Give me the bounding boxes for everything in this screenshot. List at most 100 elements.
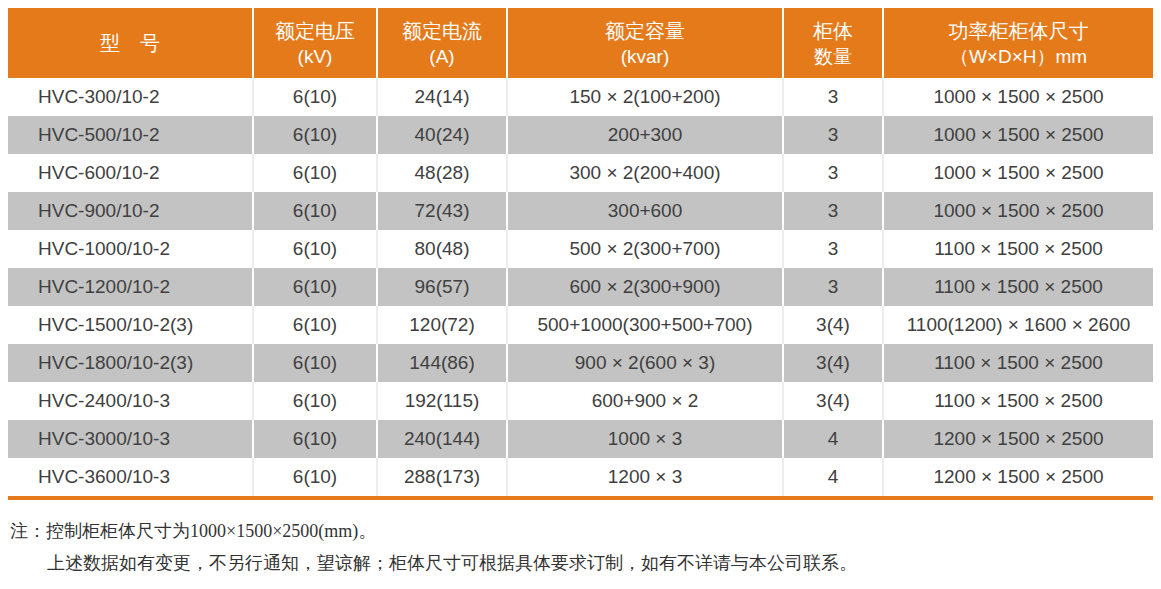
model-cell: HVC-500/10-2 <box>8 116 253 154</box>
value-cell: 3(4) <box>783 306 883 344</box>
value-cell: 1100(1200) × 1600 × 2600 <box>883 306 1153 344</box>
value-cell: 24(14) <box>377 78 507 116</box>
header-row: 型 号额定电压(kV)额定电流(A)额定容量(kvar)柜体数量功率柜柜体尺寸（… <box>8 8 1153 78</box>
value-cell: 40(24) <box>377 116 507 154</box>
model-cell: HVC-600/10-2 <box>8 154 253 192</box>
spec-sheet: 型 号额定电压(kV)额定电流(A)额定容量(kvar)柜体数量功率柜柜体尺寸（… <box>0 0 1161 579</box>
value-cell: 48(28) <box>377 154 507 192</box>
value-cell: 3 <box>783 230 883 268</box>
column-header-2: 额定电流(A) <box>377 8 507 78</box>
column-header-label: 额定电压 <box>254 18 376 45</box>
column-header-sublabel: 数量 <box>784 45 882 69</box>
column-header-label: 功率柜柜体尺寸 <box>884 18 1153 45</box>
column-header-sublabel: (kV) <box>254 45 376 69</box>
model-cell: HVC-1200/10-2 <box>8 268 253 306</box>
column-header-5: 功率柜柜体尺寸（W×D×H）mm <box>883 8 1153 78</box>
column-header-1: 额定电压(kV) <box>253 8 377 78</box>
value-cell: 4 <box>783 458 883 498</box>
column-header-sublabel: (kvar) <box>508 45 782 69</box>
table-row: HVC-1000/10-26(10)80(48)500 × 2(300+700)… <box>8 230 1153 268</box>
model-cell: HVC-900/10-2 <box>8 192 253 230</box>
value-cell: 6(10) <box>253 268 377 306</box>
table-body: HVC-300/10-26(10)24(14)150 × 2(100+200)3… <box>8 78 1153 498</box>
table-row: HVC-1500/10-2(3)6(10)120(72)500+1000(300… <box>8 306 1153 344</box>
column-header-3: 额定容量(kvar) <box>507 8 783 78</box>
value-cell: 144(86) <box>377 344 507 382</box>
value-cell: 1000 × 1500 × 2500 <box>883 192 1153 230</box>
model-cell: HVC-1500/10-2(3) <box>8 306 253 344</box>
column-header-label: 柜体 <box>784 18 882 45</box>
model-cell: HVC-1000/10-2 <box>8 230 253 268</box>
value-cell: 600 × 2(300+900) <box>507 268 783 306</box>
value-cell: 1100 × 1500 × 2500 <box>883 230 1153 268</box>
model-cell: HVC-1800/10-2(3) <box>8 344 253 382</box>
model-cell: HVC-2400/10-3 <box>8 382 253 420</box>
value-cell: 3 <box>783 154 883 192</box>
note-line-1: 注：控制柜柜体尺寸为1000×1500×2500(mm)。 <box>10 516 1153 548</box>
column-header-sublabel: (A) <box>378 45 506 69</box>
value-cell: 6(10) <box>253 344 377 382</box>
column-header-label: 额定容量 <box>508 18 782 45</box>
value-cell: 6(10) <box>253 116 377 154</box>
spec-table: 型 号额定电压(kV)额定电流(A)额定容量(kvar)柜体数量功率柜柜体尺寸（… <box>8 8 1153 500</box>
value-cell: 3(4) <box>783 344 883 382</box>
table-header: 型 号额定电压(kV)额定电流(A)额定容量(kvar)柜体数量功率柜柜体尺寸（… <box>8 8 1153 78</box>
value-cell: 96(57) <box>377 268 507 306</box>
model-cell: HVC-3600/10-3 <box>8 458 253 498</box>
value-cell: 1200 × 1500 × 2500 <box>883 458 1153 498</box>
table-row: HVC-3600/10-36(10)288(173)1200 × 341200 … <box>8 458 1153 498</box>
value-cell: 1100 × 1500 × 2500 <box>883 268 1153 306</box>
value-cell: 1100 × 1500 × 2500 <box>883 344 1153 382</box>
value-cell: 6(10) <box>253 420 377 458</box>
value-cell: 3 <box>783 78 883 116</box>
value-cell: 6(10) <box>253 458 377 498</box>
table-row: HVC-3000/10-36(10)240(144)1000 × 341200 … <box>8 420 1153 458</box>
value-cell: 3 <box>783 268 883 306</box>
value-cell: 1000 × 1500 × 2500 <box>883 116 1153 154</box>
value-cell: 900 × 2(600 × 3) <box>507 344 783 382</box>
table-row: HVC-300/10-26(10)24(14)150 × 2(100+200)3… <box>8 78 1153 116</box>
value-cell: 300 × 2(200+400) <box>507 154 783 192</box>
value-cell: 300+600 <box>507 192 783 230</box>
value-cell: 6(10) <box>253 306 377 344</box>
value-cell: 6(10) <box>253 230 377 268</box>
value-cell: 3(4) <box>783 382 883 420</box>
value-cell: 3 <box>783 192 883 230</box>
value-cell: 500+1000(300+500+700) <box>507 306 783 344</box>
model-cell: HVC-300/10-2 <box>8 78 253 116</box>
table-row: HVC-1800/10-2(3)6(10)144(86)900 × 2(600 … <box>8 344 1153 382</box>
column-header-label: 额定电流 <box>378 18 506 45</box>
value-cell: 288(173) <box>377 458 507 498</box>
value-cell: 72(43) <box>377 192 507 230</box>
value-cell: 150 × 2(100+200) <box>507 78 783 116</box>
value-cell: 192(115) <box>377 382 507 420</box>
column-header-0: 型 号 <box>8 8 253 78</box>
value-cell: 600+900 × 2 <box>507 382 783 420</box>
table-row: HVC-2400/10-36(10)192(115)600+900 × 23(4… <box>8 382 1153 420</box>
column-header-4: 柜体数量 <box>783 8 883 78</box>
value-cell: 1100 × 1500 × 2500 <box>883 382 1153 420</box>
value-cell: 1200 × 1500 × 2500 <box>883 420 1153 458</box>
value-cell: 120(72) <box>377 306 507 344</box>
value-cell: 80(48) <box>377 230 507 268</box>
table-row: HVC-900/10-26(10)72(43)300+60031000 × 15… <box>8 192 1153 230</box>
value-cell: 200+300 <box>507 116 783 154</box>
value-cell: 6(10) <box>253 78 377 116</box>
table-row: HVC-1200/10-26(10)96(57)600 × 2(300+900)… <box>8 268 1153 306</box>
note-line-2: 上述数据如有变更，不另行通知，望谅解；柜体尺寸可根据具体要求订制，如有不详请与本… <box>10 548 1153 580</box>
value-cell: 4 <box>783 420 883 458</box>
value-cell: 1000 × 1500 × 2500 <box>883 154 1153 192</box>
value-cell: 6(10) <box>253 154 377 192</box>
model-cell: HVC-3000/10-3 <box>8 420 253 458</box>
value-cell: 1200 × 3 <box>507 458 783 498</box>
column-header-label: 型 号 <box>8 30 252 57</box>
value-cell: 1000 × 3 <box>507 420 783 458</box>
value-cell: 6(10) <box>253 382 377 420</box>
notes: 注：控制柜柜体尺寸为1000×1500×2500(mm)。 上述数据如有变更，不… <box>10 516 1153 579</box>
value-cell: 240(144) <box>377 420 507 458</box>
value-cell: 500 × 2(300+700) <box>507 230 783 268</box>
table-row: HVC-600/10-26(10)48(28)300 × 2(200+400)3… <box>8 154 1153 192</box>
value-cell: 3 <box>783 116 883 154</box>
column-header-sublabel: （W×D×H）mm <box>884 45 1153 69</box>
value-cell: 1000 × 1500 × 2500 <box>883 78 1153 116</box>
